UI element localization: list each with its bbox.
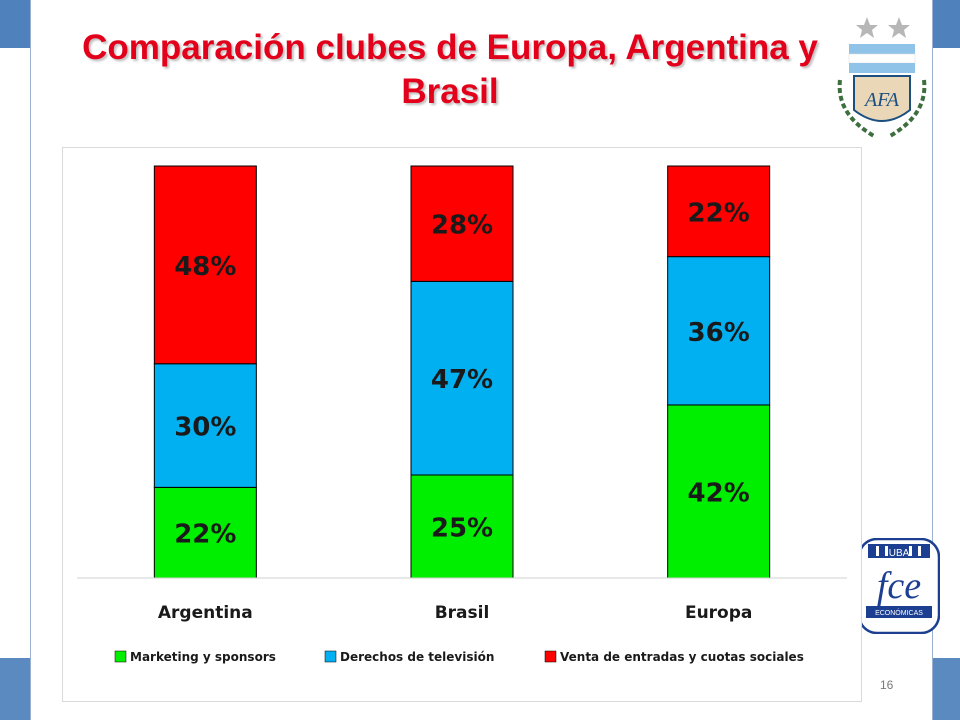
bar-segment-argentina-1 — [153, 486, 257, 579]
bar-segment-brasil-1 — [410, 474, 514, 579]
legend-label-2: Derechos de televisión — [340, 650, 494, 664]
bar-segment-brasil-3 — [410, 165, 514, 282]
data-label-argentina-2: 30% — [174, 413, 236, 443]
data-label-brasil-2: 47% — [431, 365, 493, 395]
data-label-argentina-3: 48% — [174, 252, 236, 282]
x-tick-label-brasil: Brasil — [435, 603, 490, 623]
bar-segment-europa-3 — [667, 165, 771, 258]
data-label-brasil-3: 28% — [431, 211, 493, 241]
data-label-brasil-1: 25% — [431, 514, 493, 544]
legend-label-1: Marketing y sponsors — [130, 650, 276, 664]
data-label-europa-3: 22% — [688, 198, 750, 228]
bar-segment-argentina-2 — [153, 363, 257, 488]
afa-crest-logo: AFA — [837, 17, 927, 138]
x-tick-label-europa: Europa — [685, 603, 752, 623]
bar-segment-europa-1 — [667, 404, 771, 579]
frame-line-right — [932, 0, 933, 720]
legend-swatch-1 — [114, 650, 127, 663]
x-tick-label-argentina: Argentina — [158, 603, 253, 623]
fce-economicas-lettering: ECONÓMICAS — [875, 608, 923, 617]
data-label-europa-2: 36% — [688, 318, 750, 348]
data-label-europa-1: 42% — [688, 478, 750, 508]
legend-swatch-2 — [324, 650, 337, 663]
fce-uba-lettering: UBA — [889, 548, 910, 559]
frame-line-left — [30, 0, 31, 720]
legend-swatch-3 — [544, 650, 557, 663]
bar-segment-brasil-2 — [410, 280, 514, 476]
fce-uba-logo: UBA fce ECONÓMICAS — [858, 538, 940, 634]
data-label-argentina-1: 22% — [174, 520, 236, 550]
bar-segment-europa-2 — [667, 256, 771, 406]
legend-label-3: Venta de entradas y cuotas sociales — [560, 650, 804, 664]
chart-container: 22% 30% 48% Argentina 25% 47% 28% Brasil 42% 36% 2… — [62, 147, 862, 702]
fce-lettering: fce — [877, 565, 921, 607]
stacked-bar-chart: 22% 30% 48% Argentina 25% 47% 28% Brasil 42% 36% 2… — [77, 165, 847, 664]
slide-title: Comparación clubes de Europa, Argentina … — [82, 28, 818, 111]
bar-segment-argentina-3 — [153, 165, 257, 365]
page-number: 16 — [880, 678, 894, 692]
afa-crest-lettering: AFA — [863, 89, 900, 111]
